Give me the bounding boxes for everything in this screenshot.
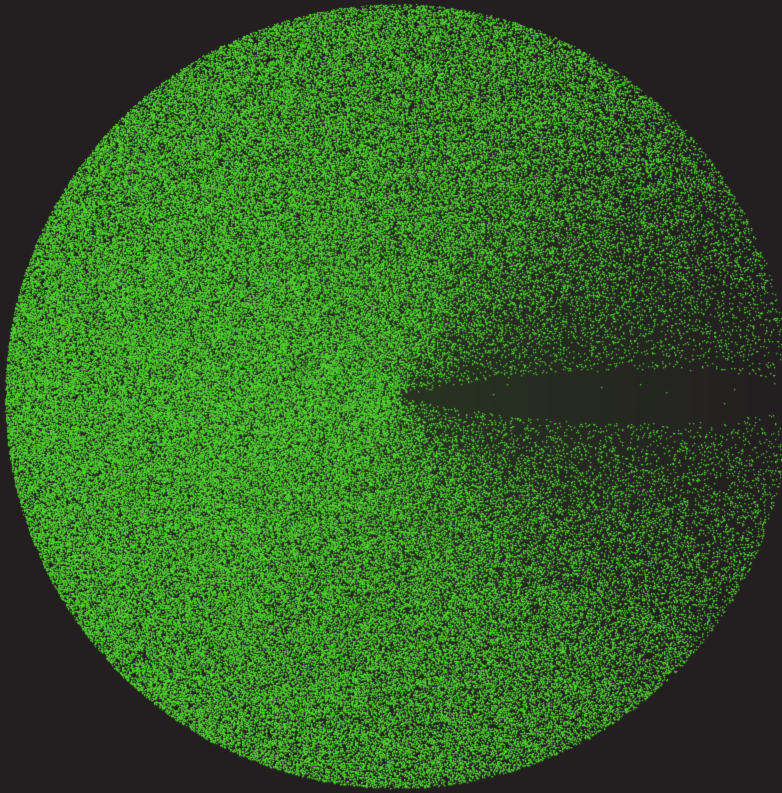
radial-dot-disc [0, 0, 782, 793]
image-canvas-area [0, 0, 782, 793]
